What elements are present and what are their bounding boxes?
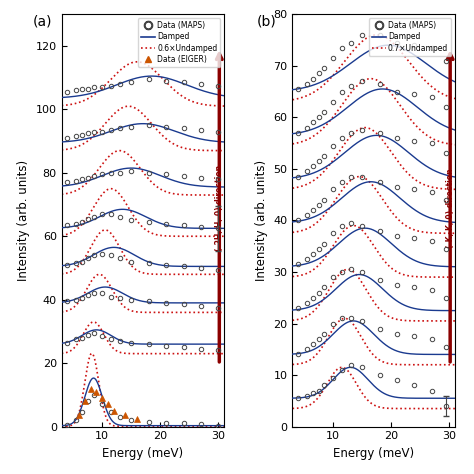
Text: (-2H, H, 0) direction: (-2H, H, 0) direction xyxy=(215,165,224,251)
Y-axis label: Intensity (arb. units): Intensity (arb. units) xyxy=(17,160,30,281)
X-axis label: Energy (meV): Energy (meV) xyxy=(333,447,414,460)
Y-axis label: Intensity (arb. units): Intensity (arb. units) xyxy=(255,160,268,281)
Text: (-K, K, 0) direction: (-K, K, 0) direction xyxy=(446,168,455,248)
X-axis label: Energy (meV): Energy (meV) xyxy=(102,447,183,460)
Legend: Data (MAPS), Damped, 0.6×Undamped, Data (EIGER): Data (MAPS), Damped, 0.6×Undamped, Data … xyxy=(138,18,220,67)
Text: (b): (b) xyxy=(257,14,276,28)
Legend: Data (MAPS), Damped, 0.7×Undamped: Data (MAPS), Damped, 0.7×Undamped xyxy=(369,18,451,56)
Text: (a): (a) xyxy=(32,14,52,28)
